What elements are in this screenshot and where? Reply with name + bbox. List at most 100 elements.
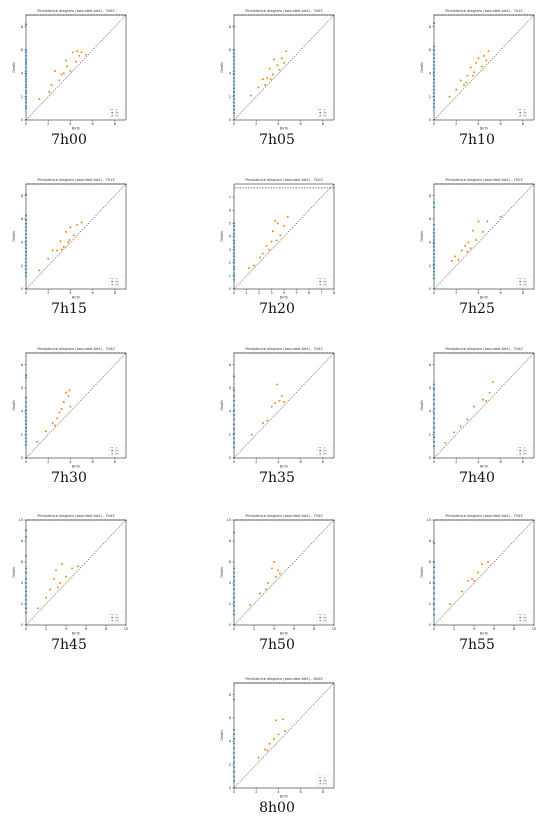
h0-point — [233, 252, 235, 255]
h0-point — [433, 206, 435, 209]
x-tick-label: 2 — [47, 122, 49, 126]
h0-point — [25, 240, 27, 243]
chart-panel: Persistence diagram (bounded AdS) - 7h55… — [414, 509, 540, 669]
h1-point — [488, 391, 491, 394]
x-tick-label: 4 — [277, 460, 280, 464]
diagonal-line — [433, 183, 535, 290]
h1-point — [76, 50, 79, 53]
h0-point — [25, 247, 27, 250]
h0-point — [25, 607, 27, 610]
h1-point — [65, 230, 67, 233]
y-tick-label: 4 — [21, 72, 24, 76]
h1-point — [65, 59, 67, 62]
y-tick-label: 8 — [21, 363, 24, 367]
h0-point — [433, 274, 435, 276]
h0-point — [25, 571, 27, 574]
y-tick-label: 3 — [229, 248, 231, 252]
x-axis-label: Birth — [480, 296, 488, 300]
h0-point — [25, 376, 27, 379]
x-tick-label: 0 — [25, 460, 28, 464]
h0-point — [25, 49, 27, 51]
chart-title: Persistence diagram (bounded AdS) - 7h15 — [37, 178, 114, 182]
h0-point — [233, 108, 235, 111]
h0-point — [233, 584, 235, 587]
legend-h0-swatch — [111, 616, 113, 619]
legend-box — [108, 611, 125, 624]
h0-point — [433, 99, 435, 102]
legend-infinity-label: ∞ — [524, 446, 526, 449]
y-tick-label: 0 — [229, 786, 232, 790]
panel-caption: 7h20 — [259, 301, 295, 317]
x-tick-label: 6 — [493, 627, 496, 631]
y-tick-label: 8 — [21, 539, 24, 543]
h1-point — [271, 230, 274, 233]
h0-point — [233, 605, 235, 608]
y-tick-label: 6 — [229, 48, 232, 52]
x-axis-label: Birth — [480, 127, 488, 131]
panel-caption: 7h50 — [259, 637, 295, 653]
h0-point — [25, 193, 27, 196]
h1-point — [455, 88, 458, 91]
h0-point — [25, 426, 27, 429]
x-tick-label: 3 — [270, 291, 272, 295]
h1-point — [469, 247, 472, 250]
legend-infinity-label: ∞ — [324, 108, 326, 111]
legend-h1-label: H₁ — [524, 619, 527, 623]
y-tick-label: 8 — [229, 693, 232, 697]
y-tick-label: 2 — [229, 763, 231, 767]
h1-point — [268, 248, 270, 251]
h1-point — [61, 563, 63, 566]
h1-point — [48, 91, 51, 93]
y-axis-label: Death — [12, 62, 16, 72]
h0-point — [433, 53, 435, 56]
h1-point — [57, 586, 59, 589]
h1-point — [76, 223, 79, 226]
h0-point — [233, 592, 235, 595]
h0-point — [233, 698, 235, 701]
x-axis-label: Birth — [72, 296, 80, 300]
legend-h1-label: H₁ — [524, 452, 527, 456]
h1-point — [283, 225, 285, 227]
h1-point — [486, 220, 489, 223]
h0-point — [433, 417, 435, 420]
legend-h0-swatch — [111, 111, 113, 114]
h0-point — [433, 201, 435, 204]
h0-point — [233, 728, 235, 731]
h1-point — [273, 738, 275, 740]
x-axis-label: Birth — [480, 632, 488, 636]
h0-point — [25, 444, 27, 447]
h0-point — [433, 78, 435, 81]
h0-point — [233, 600, 235, 603]
h1-point — [473, 579, 475, 582]
h0-point — [233, 596, 235, 599]
h0-point — [433, 542, 435, 545]
h0-point — [25, 275, 27, 278]
h0-point — [25, 236, 27, 239]
h1-point — [463, 84, 465, 86]
legend-infinity-label: ∞ — [324, 613, 326, 616]
x-axis-label: Birth — [72, 632, 80, 636]
h1-point — [483, 54, 485, 57]
h0-point — [433, 57, 435, 60]
y-tick-label: 4 — [229, 581, 232, 585]
x-tick-label: 2 — [45, 627, 47, 631]
h1-point — [481, 398, 484, 401]
y-axis-label: Death — [420, 567, 424, 577]
h0-point — [433, 394, 435, 396]
y-tick-label: 4 — [429, 410, 432, 414]
persistence-diagram-svg: Persistence diagram (bounded AdS) - 7h00… — [12, 9, 127, 131]
h1-point — [485, 399, 488, 402]
h0-point — [433, 440, 435, 443]
legend-box — [108, 444, 125, 457]
x-tick-label: 4 — [69, 291, 72, 295]
y-axis-label: Death — [12, 231, 16, 241]
x-tick-label: 4 — [277, 790, 280, 794]
diagonal-line — [25, 519, 127, 626]
persistence-diagram-svg: Persistence diagram (bounded AdS) - 7h45… — [12, 514, 129, 636]
legend-box — [516, 106, 533, 119]
x-tick-label: 8 — [313, 627, 316, 631]
h0-point — [25, 586, 27, 589]
legend-h0-label: H₀ — [116, 280, 119, 284]
persistence-diagram-svg: Persistence diagram (bounded AdS) - 7h40… — [420, 347, 535, 469]
